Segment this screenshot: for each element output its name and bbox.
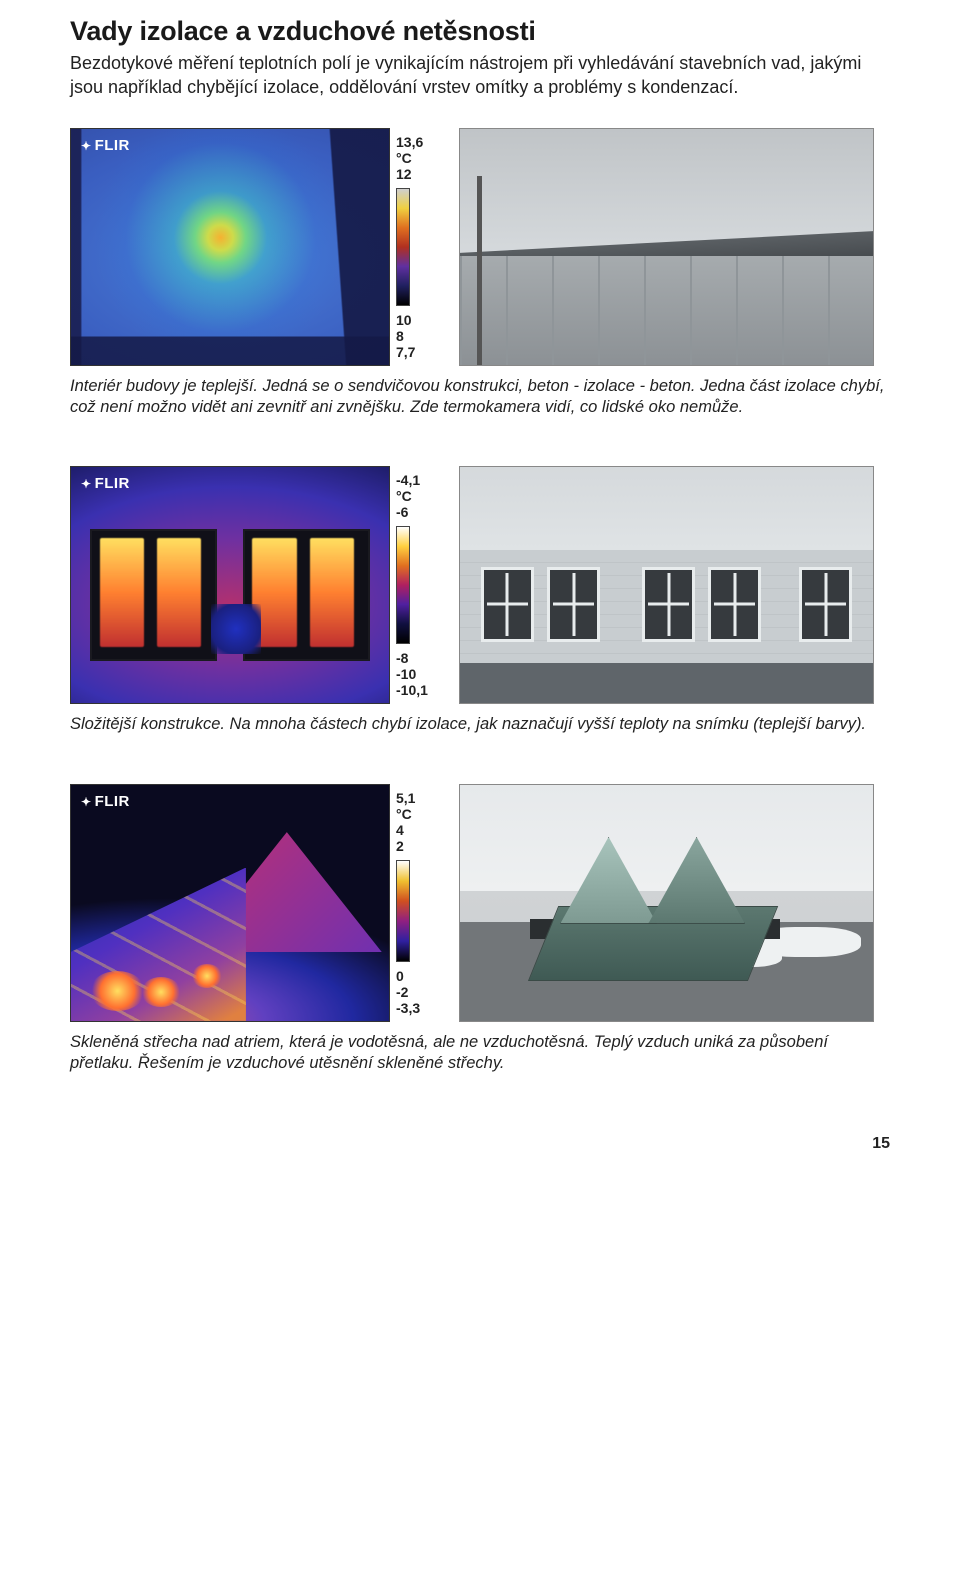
scale-tick: 0 xyxy=(396,968,435,984)
colorbar-3: 5,1 °C 4 2 0 -2 -3,3 xyxy=(390,784,435,1022)
flir-logo: FLIR xyxy=(81,475,130,492)
scale-tick: -6 xyxy=(396,504,435,520)
figure-row-1: FLIR 13,6 °C 12 10 8 7,7 xyxy=(70,128,890,366)
scale-tick: 4 xyxy=(396,822,435,838)
thermal-panel-3: FLIR 5,1 °C 4 2 0 -2 -3,3 xyxy=(70,784,435,1022)
page-number: 15 xyxy=(70,1135,890,1153)
scale-min: 7,7 xyxy=(396,344,435,360)
scale-min: -10,1 xyxy=(396,682,435,698)
colorbar-gradient xyxy=(396,860,410,962)
colorbar-2: -4,1 °C -6 -8 -10 -10,1 xyxy=(390,466,435,704)
flir-logo: FLIR xyxy=(81,137,130,154)
intro-paragraph: Bezdotykové měření teplotních polí je vy… xyxy=(70,51,890,100)
photo-3 xyxy=(459,784,874,1022)
caption-2: Složitější konstrukce. Na mnoha částech … xyxy=(70,714,890,735)
figure-row-3: FLIR 5,1 °C 4 2 0 -2 -3,3 xyxy=(70,784,890,1022)
caption-3: Skleněná střecha nad atriem, která je vo… xyxy=(70,1032,890,1075)
scale-tick: -8 xyxy=(396,650,435,666)
caption-1: Interiér budovy je teplejší. Jedná se o … xyxy=(70,376,890,419)
scale-max: 5,1 °C xyxy=(396,790,435,822)
scale-tick: -2 xyxy=(396,984,435,1000)
colorbar-1: 13,6 °C 12 10 8 7,7 xyxy=(390,128,435,366)
scale-max: -4,1 °C xyxy=(396,472,435,504)
scale-min: -3,3 xyxy=(396,1000,435,1016)
flir-logo: FLIR xyxy=(81,793,130,810)
page-heading: Vady izolace a vzduchové netěsnosti xyxy=(70,16,890,47)
thermal-image-1: FLIR xyxy=(70,128,390,366)
thermal-panel-2: FLIR -4,1 °C -6 -8 -10 -10,1 xyxy=(70,466,435,704)
scale-tick: 10 xyxy=(396,312,435,328)
scale-tick: 8 xyxy=(396,328,435,344)
thermal-image-3: FLIR xyxy=(70,784,390,1022)
thermal-image-2: FLIR xyxy=(70,466,390,704)
colorbar-gradient xyxy=(396,188,410,306)
thermal-panel-1: FLIR 13,6 °C 12 10 8 7,7 xyxy=(70,128,435,366)
scale-tick: 2 xyxy=(396,838,435,854)
photo-1 xyxy=(459,128,874,366)
scale-tick: 12 xyxy=(396,166,435,182)
colorbar-gradient xyxy=(396,526,410,644)
scale-max: 13,6 °C xyxy=(396,134,435,166)
figure-row-2: FLIR -4,1 °C -6 -8 -10 -10,1 xyxy=(70,466,890,704)
photo-2 xyxy=(459,466,874,704)
scale-tick: -10 xyxy=(396,666,435,682)
